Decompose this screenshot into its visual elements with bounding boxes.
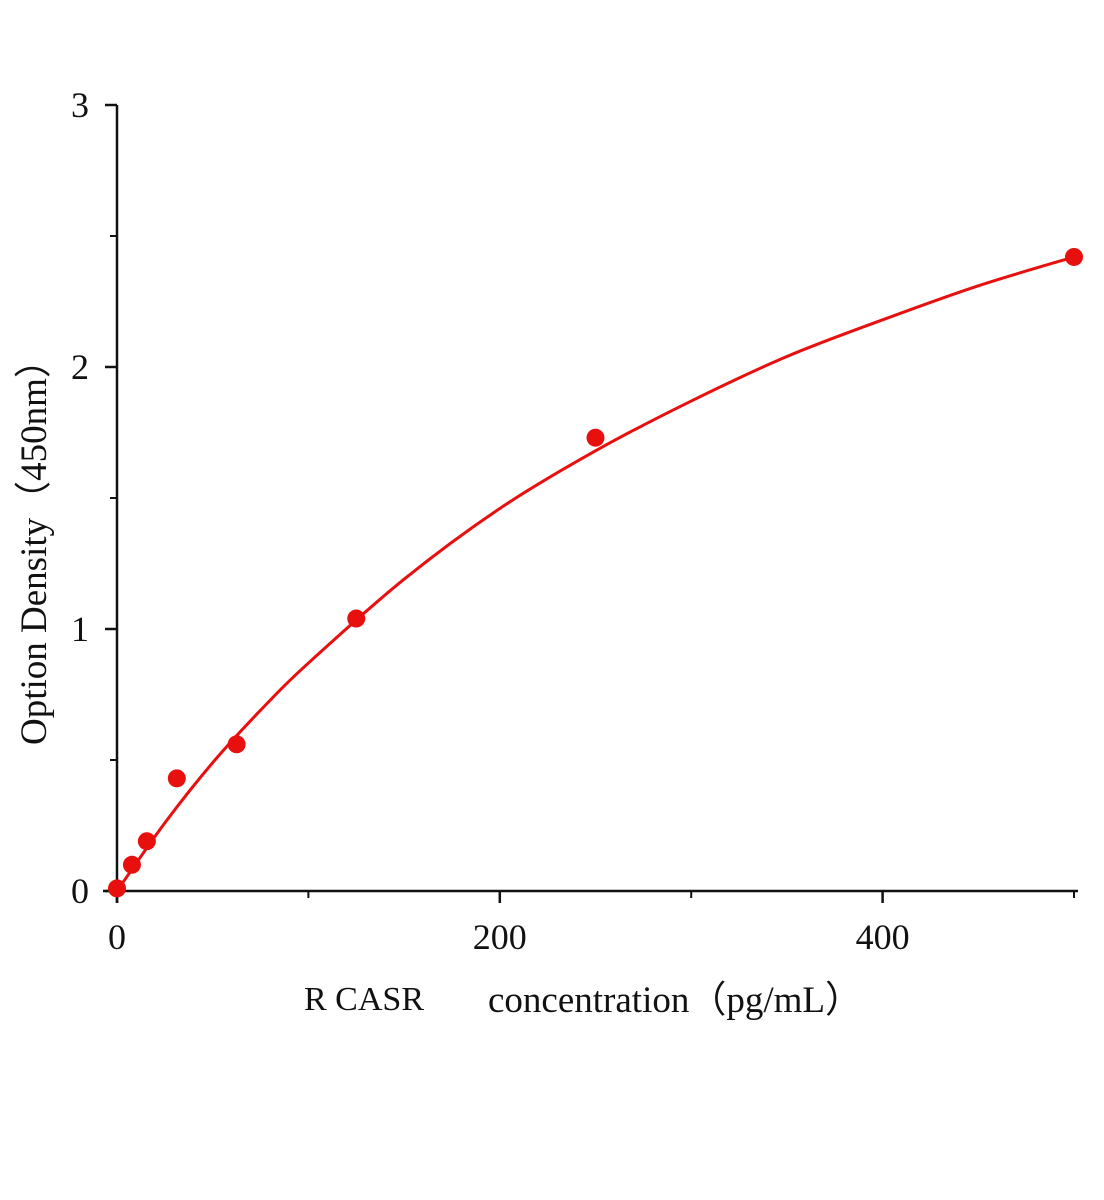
x-axis-title-prefix: R CASR [304, 981, 424, 1018]
x-axis-title: concentration（pg/mL） [488, 980, 862, 1021]
y-tick-label: 1 [71, 609, 89, 649]
x-tick-label: 200 [473, 917, 527, 957]
data-point [122, 855, 141, 874]
fit-curve [115, 255, 1075, 892]
y-tick-label: 2 [71, 347, 89, 387]
marks [108, 247, 1083, 898]
y-tick-label: 3 [71, 85, 89, 125]
y-tick-label: 0 [71, 871, 89, 911]
data-point [1065, 247, 1083, 266]
data-point [347, 609, 366, 628]
x-tick-label: 400 [856, 917, 910, 957]
data-point [586, 428, 605, 447]
y-axis-title: Option Density（450nm） [14, 341, 55, 745]
x-tick-label: 0 [108, 917, 126, 957]
data-point [137, 832, 156, 851]
data-point [108, 879, 126, 898]
axes: 0 1 2 3 0 200 400 [71, 85, 1078, 957]
data-point [227, 735, 246, 754]
data-point [167, 769, 186, 788]
